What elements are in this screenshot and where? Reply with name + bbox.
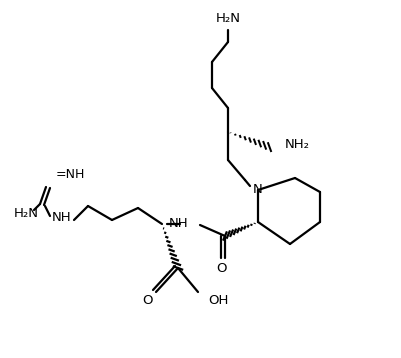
Text: OH: OH	[207, 294, 228, 306]
Text: N: N	[253, 184, 262, 197]
Text: NH: NH	[168, 218, 188, 231]
Text: O: O	[216, 261, 227, 275]
Text: NH: NH	[52, 212, 72, 224]
Text: H₂N: H₂N	[14, 208, 39, 221]
Text: =NH: =NH	[56, 169, 85, 182]
Text: NH₂: NH₂	[284, 139, 309, 151]
Text: O: O	[142, 294, 153, 306]
Text: H₂N: H₂N	[215, 11, 240, 24]
